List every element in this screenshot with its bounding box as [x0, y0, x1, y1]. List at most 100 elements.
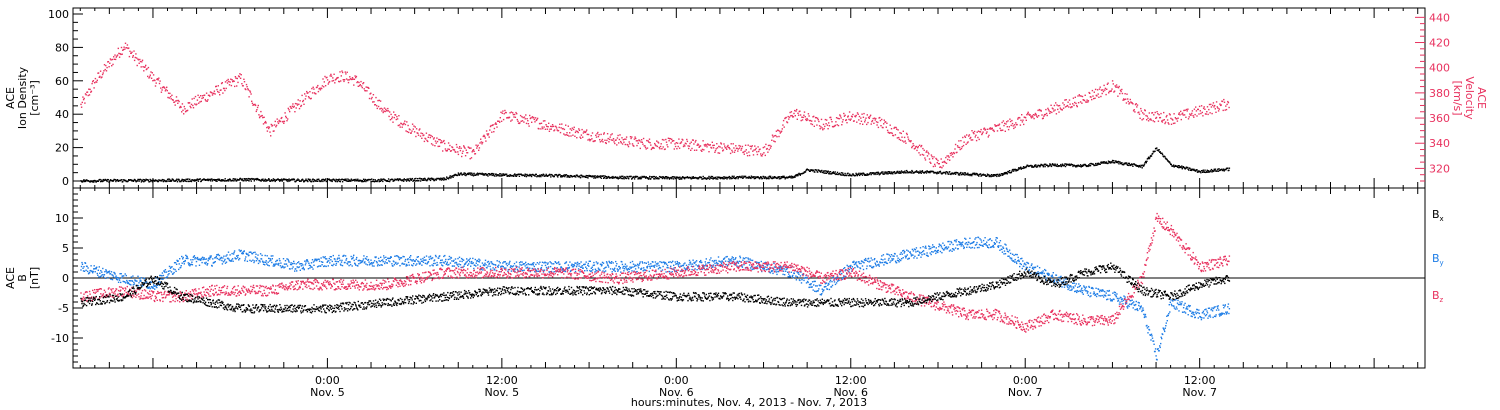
by-series-point — [441, 264, 443, 266]
velocity-series-point — [579, 136, 581, 138]
density-series-point — [376, 180, 379, 182]
by-series-point — [436, 264, 439, 266]
velocity-series-point — [287, 118, 289, 120]
density-series-point — [136, 180, 139, 182]
by-series-point — [328, 260, 330, 262]
by-series-point — [316, 266, 319, 268]
by-series-point — [224, 262, 227, 264]
velocity-series-point — [888, 132, 891, 134]
velocity-series-point — [305, 95, 307, 97]
velocity-series-point — [850, 118, 852, 120]
velocity-series-point — [750, 146, 753, 148]
by-series-point — [287, 260, 290, 262]
velocity-series-point — [676, 142, 679, 144]
by-series-point — [544, 264, 547, 267]
velocity-series-point — [646, 139, 648, 142]
density-series-point — [350, 180, 352, 182]
velocity-series-point — [1038, 108, 1041, 111]
by-series-point — [330, 259, 332, 261]
density-series-point — [778, 178, 781, 180]
density-series-point — [625, 177, 628, 180]
density-series-point — [626, 176, 629, 178]
velocity-series-point — [1121, 92, 1124, 95]
velocity-series-point — [899, 132, 901, 134]
density-series-point — [171, 179, 173, 182]
density-series-point — [209, 180, 212, 182]
velocity-series-point — [698, 146, 700, 148]
by-series-point — [312, 261, 315, 263]
by-series-point — [597, 262, 599, 264]
density-series-point — [236, 180, 238, 182]
velocity-series-point — [631, 136, 633, 138]
by-series-point — [297, 262, 299, 264]
density-series-point — [786, 176, 788, 178]
by-series-point — [509, 260, 511, 263]
velocity-series-point — [815, 117, 817, 119]
density-series-point — [169, 179, 172, 181]
velocity-series-point — [884, 121, 887, 123]
velocity-series-point — [1064, 106, 1067, 108]
velocity-series-point — [966, 134, 968, 136]
density-series-point — [690, 178, 693, 180]
velocity-series-point — [821, 127, 823, 129]
density-series-point — [364, 178, 366, 181]
density-series-point — [102, 178, 105, 181]
density-series-point — [863, 172, 865, 175]
density-series-point — [899, 172, 901, 174]
velocity-series-point — [799, 114, 802, 116]
velocity-series-point — [368, 97, 371, 100]
density-series-point — [361, 180, 364, 182]
density-series-point — [754, 176, 756, 178]
density-series-point — [868, 173, 871, 175]
velocity-series-point — [716, 147, 719, 149]
by-series-point — [507, 270, 509, 273]
density-series-point — [1166, 159, 1168, 161]
density-series-point — [518, 173, 520, 175]
velocity-series-point — [1196, 115, 1198, 117]
velocity-series-point — [971, 130, 973, 132]
velocity-series-point — [983, 128, 985, 130]
density-series-point — [765, 176, 767, 179]
velocity-series-point — [400, 123, 403, 125]
velocity-series-point — [1025, 119, 1027, 121]
velocity-series-point — [752, 150, 754, 152]
by-series-point — [289, 268, 291, 270]
density-series-point — [940, 172, 942, 174]
velocity-series-point — [809, 119, 812, 122]
velocity-series-point — [547, 126, 549, 128]
velocity-series-point — [607, 137, 609, 140]
velocity-series-point — [164, 90, 167, 92]
velocity-series-point — [496, 126, 498, 128]
density-series-point — [661, 176, 663, 178]
density-series-point — [1019, 167, 1021, 169]
velocity-series-point — [361, 86, 363, 89]
velocity-series-point — [552, 125, 554, 128]
density-series-point — [1194, 169, 1196, 171]
density-series-point — [701, 178, 704, 180]
density-series-point — [1020, 166, 1022, 168]
velocity-series-point — [111, 58, 114, 61]
density-series-point — [232, 179, 234, 182]
velocity-series-point — [1067, 101, 1069, 103]
density-series-point — [1139, 166, 1142, 168]
by-series-point — [268, 257, 270, 260]
velocity-series-point — [974, 136, 976, 138]
velocity-series-point — [512, 113, 515, 116]
density-series-point — [1017, 168, 1020, 170]
density-series-point — [148, 181, 151, 183]
by-series-point — [115, 278, 118, 281]
by-series-point — [230, 260, 232, 262]
by-series-point — [248, 251, 251, 253]
density-series-point — [961, 172, 964, 174]
density-series-point — [555, 174, 558, 176]
velocity-series-point — [580, 134, 583, 136]
velocity-series-point — [92, 80, 95, 82]
velocity-series-point — [438, 145, 441, 147]
velocity-series-point — [258, 114, 260, 116]
by-series-point — [249, 259, 251, 262]
velocity-series-point — [640, 139, 643, 141]
by-series-point — [362, 258, 365, 260]
density-series-point — [886, 173, 888, 175]
velocity-series-point — [1056, 104, 1058, 106]
velocity-axis-label-line1: ACE — [1475, 87, 1488, 109]
